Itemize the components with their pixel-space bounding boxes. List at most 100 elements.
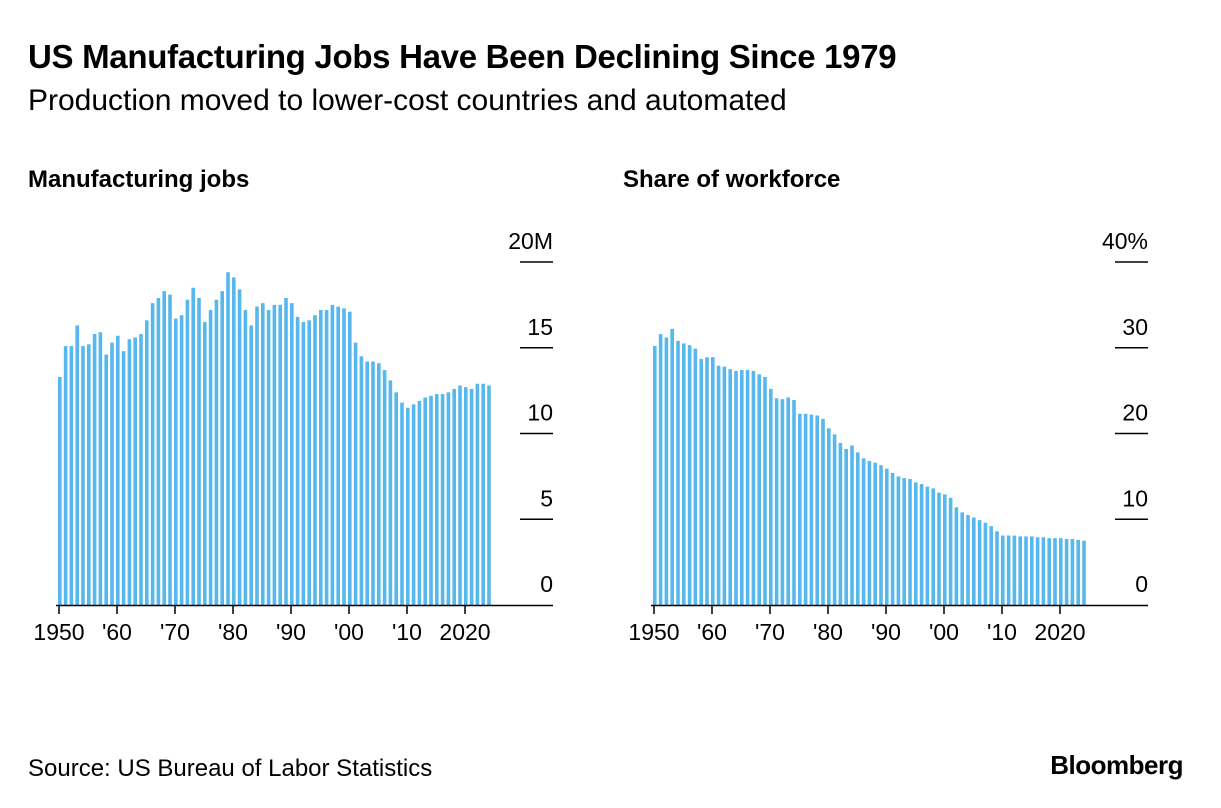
- bar-1959: [110, 342, 114, 605]
- bar-1984: [850, 445, 854, 605]
- bar-1985: [261, 303, 265, 605]
- x-tick-label: 2020: [1034, 619, 1085, 645]
- bar-1988: [873, 462, 877, 605]
- y-tick-label: 40%: [1102, 228, 1148, 254]
- bar-1996: [919, 484, 924, 605]
- bar-1952: [69, 346, 74, 605]
- x-tick-label: 2020: [439, 619, 490, 645]
- bar-1961: [121, 351, 126, 605]
- bar-1983: [844, 448, 848, 605]
- bar-2013: [1018, 536, 1022, 605]
- bar-1978: [815, 415, 819, 605]
- bar-1976: [803, 413, 808, 605]
- bar-1964: [139, 334, 143, 605]
- bar-1966: [150, 303, 155, 605]
- bar-1970: [174, 318, 178, 605]
- bar-2006: [977, 520, 982, 605]
- bar-1967: [156, 298, 161, 605]
- bar-1982: [838, 442, 843, 605]
- bar-2014: [1024, 536, 1028, 605]
- bar-2022: [475, 383, 480, 605]
- bar-1953: [75, 325, 79, 605]
- x-tick-label: '70: [160, 619, 190, 645]
- bar-1984: [255, 306, 259, 605]
- bar-1978: [220, 291, 224, 605]
- x-tick-label: '60: [102, 619, 132, 645]
- bar-1950: [58, 376, 62, 605]
- bar-1991: [295, 316, 300, 605]
- right-panel-title: Share of workforce: [623, 166, 841, 193]
- y-tick-label: 0: [540, 571, 553, 597]
- x-tick-label: '60: [697, 619, 727, 645]
- bar-2016: [1035, 537, 1040, 605]
- x-tick-label: '70: [755, 619, 785, 645]
- bar-2021: [1064, 538, 1069, 605]
- bar-2024: [487, 385, 491, 605]
- bar-2020: [464, 387, 468, 605]
- x-tick-label: '00: [929, 619, 959, 645]
- bar-1995: [319, 310, 323, 605]
- bar-2019: [458, 385, 462, 605]
- bar-2023: [481, 383, 485, 605]
- bar-1972: [780, 399, 785, 605]
- bar-1954: [676, 340, 680, 605]
- x-tick-label: '10: [987, 619, 1017, 645]
- bar-2014: [429, 395, 433, 605]
- bar-2005: [377, 363, 381, 605]
- bar-1990: [290, 303, 294, 605]
- bar-1961: [716, 365, 721, 605]
- bar-1981: [237, 289, 242, 605]
- y-tick-label: 20M: [508, 228, 553, 254]
- bar-2020: [1059, 538, 1063, 605]
- bar-2018: [452, 388, 456, 605]
- bar-1971: [774, 398, 779, 605]
- bar-1979: [821, 418, 825, 605]
- bar-1997: [925, 486, 930, 605]
- bar-1994: [908, 478, 912, 605]
- y-tick-label: 20: [1122, 400, 1148, 426]
- bar-1982: [243, 310, 248, 605]
- bar-1989: [284, 298, 288, 605]
- bar-2007: [388, 380, 393, 605]
- bar-1965: [145, 320, 149, 605]
- x-tick-label: 1950: [628, 619, 679, 645]
- bar-1955: [682, 343, 686, 605]
- bar-2002: [954, 507, 959, 605]
- bar-1964: [734, 370, 738, 605]
- bar-2008: [394, 392, 398, 605]
- x-tick-label: '80: [218, 619, 248, 645]
- bar-1987: [867, 460, 872, 605]
- bar-1997: [330, 304, 335, 606]
- bar-1973: [786, 397, 790, 605]
- y-tick-label: 0: [1135, 571, 1148, 597]
- bar-1994: [313, 315, 317, 605]
- bar-2015: [1030, 536, 1034, 605]
- bar-1965: [740, 370, 744, 605]
- bar-2009: [995, 531, 999, 605]
- bar-1974: [792, 400, 796, 605]
- bar-2003: [960, 512, 964, 605]
- chart-title: US Manufacturing Jobs Have Been Declinin…: [28, 38, 897, 75]
- bar-1970: [769, 388, 773, 605]
- bar-2017: [1041, 537, 1046, 605]
- bar-1952: [664, 337, 669, 605]
- x-tick-label: 1950: [33, 619, 84, 645]
- bar-1957: [98, 332, 103, 605]
- manufacturing-jobs-chart: 0 5 10 15 20M 1950 '60 '70 '80 '90 '00 '10 2020: [33, 228, 553, 645]
- bar-1981: [832, 434, 837, 605]
- x-tick-label: '90: [276, 619, 306, 645]
- y-tick-label: 15: [527, 314, 553, 340]
- bar-2019: [1053, 538, 1057, 605]
- bar-2015: [435, 394, 439, 605]
- bar-1999: [937, 492, 941, 605]
- bar-1998: [931, 488, 935, 605]
- source-note: Source: US Bureau of Labor Statistics: [28, 755, 433, 782]
- x-tick-label: '90: [871, 619, 901, 645]
- y-tick-label: 10: [527, 400, 553, 426]
- bar-1951: [63, 346, 68, 605]
- bar-1973: [191, 287, 195, 605]
- bar-2016: [440, 394, 445, 605]
- left-panel-title: Manufacturing jobs: [28, 166, 250, 193]
- bar-1963: [728, 369, 732, 605]
- bar-2003: [365, 361, 369, 605]
